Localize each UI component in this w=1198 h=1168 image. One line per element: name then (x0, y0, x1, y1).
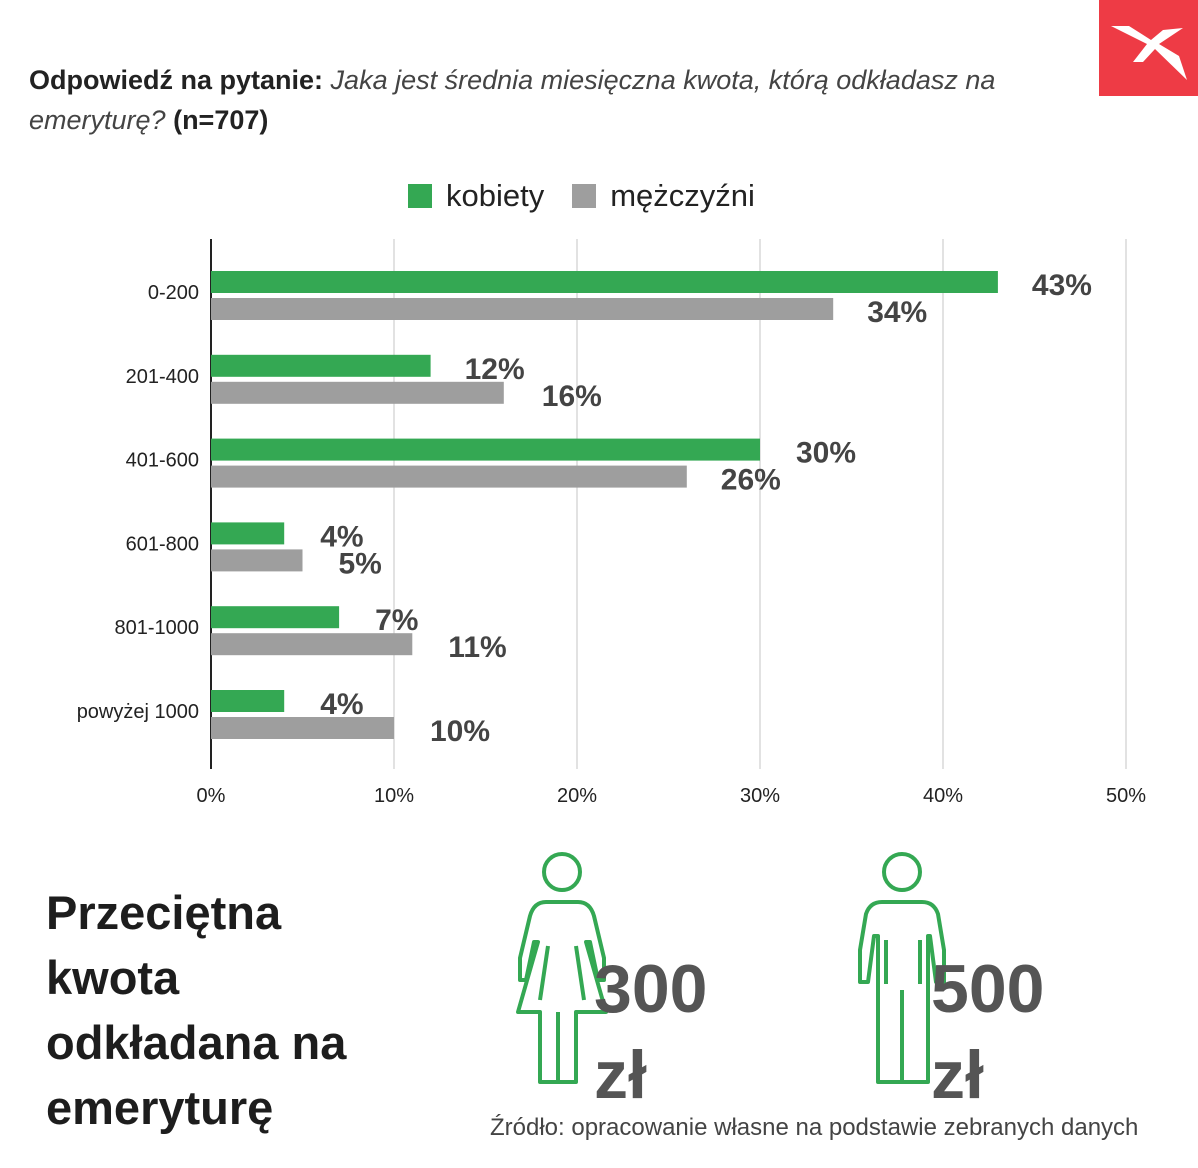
category-label: 801-1000 (114, 617, 199, 639)
value-label: 4% (320, 688, 363, 721)
category-label: 0-200 (148, 282, 199, 304)
value-label: 7% (375, 604, 418, 637)
value-label: 30% (796, 437, 856, 470)
men-amount-number: 500 (931, 951, 1045, 1027)
legend-label-kobiety: kobiety (446, 178, 545, 213)
category-label: powyżej 1000 (77, 701, 199, 723)
summary-title: Przeciętna kwota odkładana na emeryturę (46, 880, 346, 1140)
value-label: 11% (448, 631, 506, 664)
question-sample: (n=707) (173, 105, 269, 135)
x-tick-label: 40% (923, 785, 963, 807)
men-amount: 500 zł (931, 946, 1044, 1118)
summary-title-line: kwota (46, 951, 180, 1004)
logo (1099, 0, 1198, 96)
bar-mezczyzni (211, 717, 394, 739)
value-label: 4% (320, 520, 363, 553)
question-lead: Odpowiedź na pytanie: (29, 65, 324, 95)
x-tick-label: 50% (1106, 785, 1146, 807)
x-logo-icon (1111, 26, 1187, 80)
value-label: 34% (867, 296, 927, 329)
x-tick-label: 0% (197, 785, 226, 807)
value-label: 12% (465, 353, 525, 386)
woman-icon (512, 850, 612, 1086)
bar-kobiety (211, 271, 998, 293)
x-tick-label: 30% (740, 785, 780, 807)
man-icon (850, 850, 950, 1086)
bar-kobiety (211, 690, 285, 712)
bar-kobiety (211, 438, 760, 461)
legend-swatch-kobiety (408, 184, 432, 208)
value-label: 16% (542, 380, 602, 413)
value-label: 43% (1032, 269, 1092, 302)
summary-title-line: odkładana na (46, 1016, 347, 1069)
men-amount-unit: zł (931, 1037, 984, 1113)
bar-mezczyzni (211, 549, 303, 572)
source-note: Źródło: opracowanie własne na podstawie … (490, 1114, 1139, 1141)
question-text: Jaka jest średnia miesięczna kwota, któr… (29, 65, 996, 135)
legend-item-kobiety: kobiety (408, 178, 544, 214)
x-tick-label: 10% (374, 785, 414, 807)
bar-chart: 0% 10% 20% 30% 40% 50% 0-200 43% 34% 201-400 12% 16… (77, 239, 1146, 807)
summary-title-line: Przeciętna (46, 886, 282, 939)
bar-kobiety (211, 522, 285, 545)
chart-legend: kobiety mężczyźni (408, 174, 783, 218)
question: Odpowiedź na pytanie: Jaka jest średnia … (29, 60, 1069, 140)
category-label: 601-800 (126, 533, 199, 555)
women-amount-unit: zł (594, 1037, 647, 1113)
category-label: 401-600 (126, 450, 199, 472)
bar-mezczyzni (211, 381, 504, 404)
women-amount-number: 300 (594, 951, 708, 1027)
value-label: 26% (721, 464, 781, 497)
legend-label-mezczyzni: mężczyźni (610, 178, 755, 213)
legend-item-mezczyzni: mężczyźni (572, 178, 755, 214)
category-label: 201-400 (126, 366, 199, 388)
women-amount: 300 zł (594, 946, 707, 1118)
bar-mezczyzni (211, 298, 834, 320)
bar-kobiety (211, 606, 340, 629)
bar-mezczyzni (211, 633, 413, 656)
value-label: 10% (430, 715, 490, 748)
bar-kobiety (211, 354, 431, 377)
x-tick-label: 20% (557, 785, 597, 807)
summary-title-line: emeryturę (46, 1081, 274, 1134)
legend-swatch-mezczyzni (572, 184, 597, 208)
value-label: 5% (339, 547, 382, 580)
bar-mezczyzni (211, 465, 687, 488)
